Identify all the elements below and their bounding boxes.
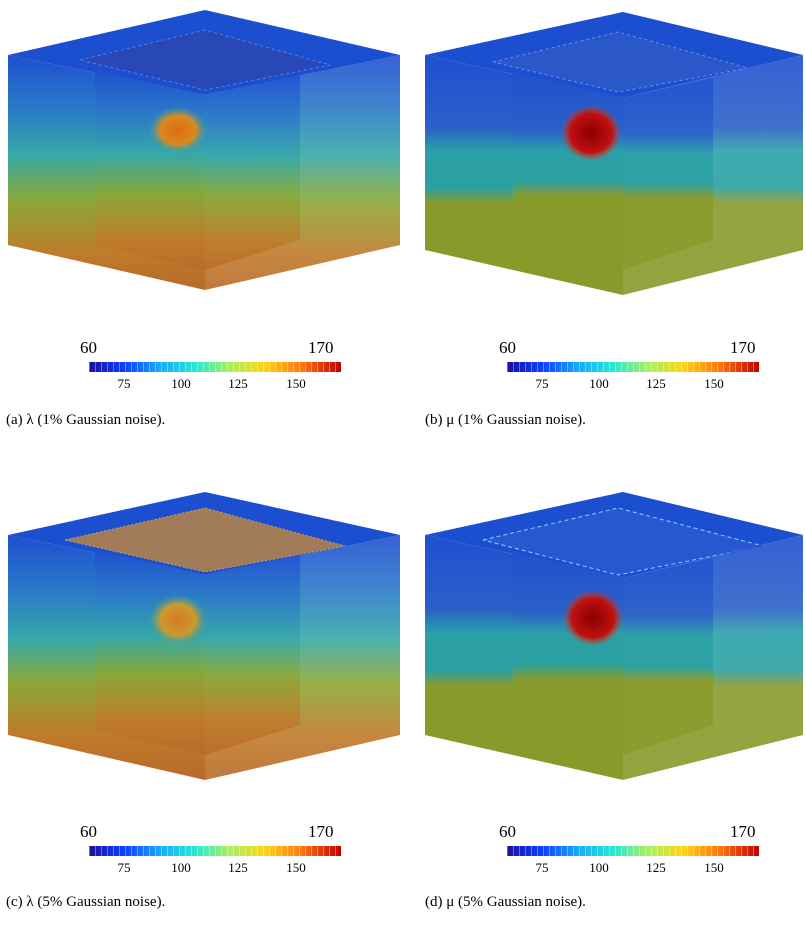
colorbar-min-label: 60 [80,822,97,841]
volume-render-d [425,492,803,780]
inclusion [148,594,208,646]
inclusion [561,105,621,161]
figure-panel-a: 60 170 75 100 125 150 (a) λ (1% Gaussian… [0,0,403,460]
colorbar-tick-75: 75 [535,376,549,391]
notch-right [205,555,300,755]
colorbar-max-label: 170 [730,338,756,357]
figure-panel-c: 60 170 75 100 125 150 (c) λ (5% Gaussian… [0,480,403,940]
colorbar-tick-150: 150 [704,860,724,875]
colorbar-tick-75: 75 [117,376,131,391]
colorbar-tick-150: 150 [286,376,306,391]
colorbar-tick-100: 100 [589,860,609,875]
volume-render-c [8,492,400,780]
colorbar [507,362,759,372]
colorbar-tick-125: 125 [228,376,248,391]
colorbar-tick-100: 100 [171,860,191,875]
colorbar-tick-125: 125 [646,376,666,391]
noise-region [64,507,346,573]
colorbar-min-label: 60 [499,822,516,841]
colorbar-tick-150: 150 [704,376,724,391]
notch-right [205,75,300,270]
noise-region [79,29,331,91]
colorbar-max-label: 170 [308,822,334,841]
notch-right [623,558,713,755]
caption: (b) μ (1% Gaussian noise). [425,412,586,428]
caption: (d) μ (5% Gaussian noise). [425,894,586,910]
colorbar-max-label: 170 [308,338,334,357]
inclusion [148,106,208,154]
notch-right [623,78,713,270]
colorbar-tick-100: 100 [589,376,609,391]
colorbar [89,362,341,372]
caption: (c) λ (5% Gaussian noise). [6,894,166,910]
figure-panel-b: 60 170 75 100 125 150 (b) μ (1% Gaussian… [403,0,806,460]
notch-left [513,72,623,270]
volume-render-b [425,12,803,295]
colorbar-tick-125: 125 [646,860,666,875]
colorbar-tick-75: 75 [535,860,549,875]
colorbar-min-label: 60 [499,338,516,357]
colorbar-tick-125: 125 [228,860,248,875]
colorbar-min-label: 60 [80,338,97,357]
caption: (a) λ (1% Gaussian noise). [6,412,166,428]
inclusion [563,590,623,646]
notch-left [95,550,205,755]
volume-render-a [8,10,400,290]
colorbar [507,846,759,856]
colorbar-tick-100: 100 [171,376,191,391]
colorbar-tick-150: 150 [286,860,306,875]
notch-left [513,552,623,755]
colorbar-tick-75: 75 [117,860,131,875]
notch-left [95,70,205,270]
noise-region [492,31,749,93]
figure-panel-d: 60 170 75 100 125 150 (d) μ (5% Gaussian… [403,480,806,940]
colorbar-max-label: 170 [730,822,756,841]
colorbar [89,846,341,856]
